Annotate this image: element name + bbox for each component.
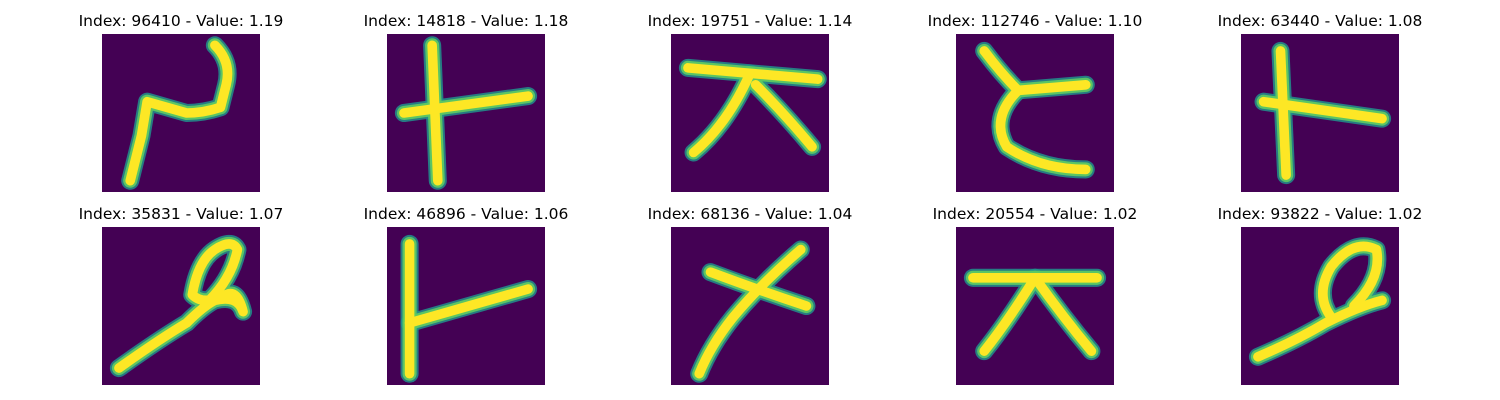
panel-7: Index: 46896 - Value: 1.06 <box>364 203 568 385</box>
panel-title: Index: 93822 - Value: 1.02 <box>1217 205 1423 223</box>
stroke-glyph-curve <box>956 34 1114 192</box>
panel-title: Index: 68136 - Value: 1.04 <box>647 205 853 223</box>
panel-title: Index: 112746 - Value: 1.10 <box>927 12 1143 30</box>
panel-5: Index: 63440 - Value: 1.08 <box>1218 10 1422 192</box>
panel-6: Index: 35831 - Value: 1.07 <box>79 203 283 385</box>
stroke-glyph-loop-tail <box>1241 227 1399 385</box>
panel-9: Index: 20554 - Value: 1.02 <box>933 203 1137 385</box>
panel-title: Index: 35831 - Value: 1.07 <box>78 205 284 223</box>
panel-title: Index: 46896 - Value: 1.06 <box>363 205 569 223</box>
panel-4: Index: 112746 - Value: 1.10 <box>928 10 1142 192</box>
stroke-glyph-t-rotated <box>387 227 545 385</box>
panel-10: Index: 93822 - Value: 1.02 <box>1218 203 1422 385</box>
stroke-glyph-hook-left <box>102 34 260 192</box>
stroke-glyph-bar-with-legs <box>671 34 829 192</box>
stroke-glyph-bar-with-legs <box>956 227 1114 385</box>
stroke-glyph-x <box>671 227 829 385</box>
panel-8: Index: 68136 - Value: 1.04 <box>648 203 852 385</box>
panel-title: Index: 19751 - Value: 1.14 <box>647 12 853 30</box>
panel-2: Index: 14818 - Value: 1.18 <box>364 10 568 192</box>
panel-title: Index: 14818 - Value: 1.18 <box>363 12 569 30</box>
panel-title: Index: 63440 - Value: 1.08 <box>1217 12 1423 30</box>
stroke-glyph-loop-tail <box>102 227 260 385</box>
stroke-glyph-cross-right <box>1241 34 1399 192</box>
panel-3: Index: 19751 - Value: 1.14 <box>648 10 852 192</box>
stroke-glyph-cross <box>387 34 545 192</box>
panel-title: Index: 96410 - Value: 1.19 <box>78 12 284 30</box>
panel-1: Index: 96410 - Value: 1.19 <box>79 10 283 192</box>
panel-title: Index: 20554 - Value: 1.02 <box>932 205 1138 223</box>
